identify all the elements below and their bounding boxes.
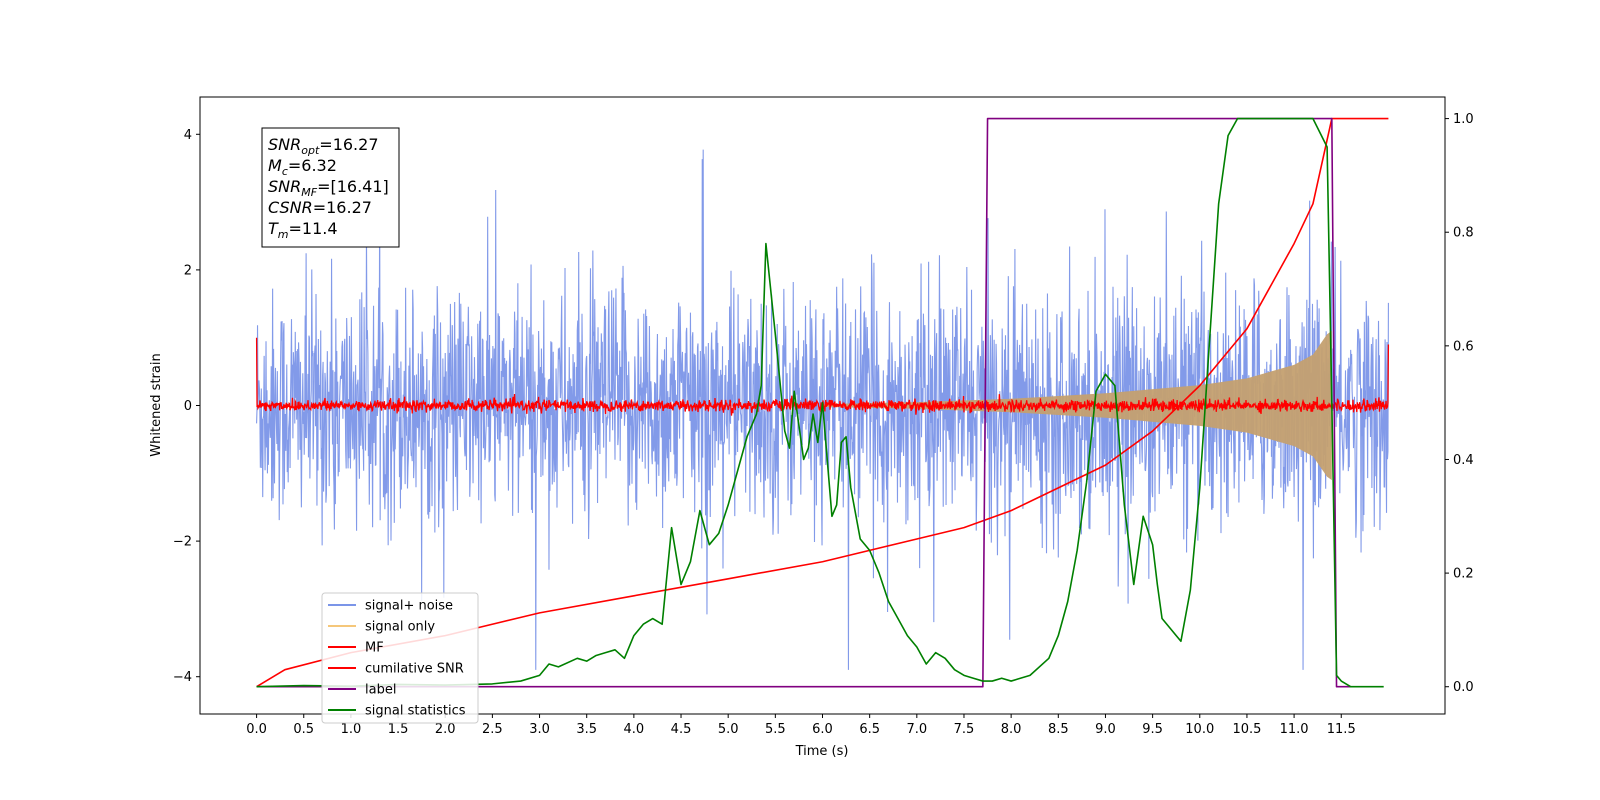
annotation-value: =[16.41]	[317, 177, 389, 196]
y-tick-label-right: 1.0	[1453, 112, 1474, 127]
x-tick-label: 10.5	[1232, 722, 1261, 737]
annotation-value: =11.4	[289, 219, 338, 238]
x-tick-label: 11.0	[1280, 722, 1309, 737]
y-tick-label-left: −2	[173, 535, 192, 550]
annotation-line: SNRopt=16.27	[268, 135, 379, 157]
legend-entry-label: label	[365, 683, 396, 698]
x-tick-label: 7.5	[954, 722, 975, 737]
legend-entry-label: signal only	[365, 620, 435, 635]
x-tick-label: 11.5	[1327, 722, 1356, 737]
series-signal-statistics	[256, 117, 1384, 688]
y-tick-label-right: 0.0	[1453, 680, 1474, 695]
annotation-subscript: c	[282, 165, 288, 178]
x-tick-label: 7.0	[906, 722, 927, 737]
annotation-subscript: MF	[301, 186, 317, 199]
x-tick-label: 1.5	[388, 722, 409, 737]
annotation-line: Tm=11.4	[268, 219, 338, 241]
legend-entry-label: signal+ noise	[365, 599, 453, 614]
legend-entry-label: MF	[365, 641, 384, 656]
x-tick-label: 8.0	[1001, 722, 1022, 737]
legend-entry-label: cumilative SNR	[365, 662, 464, 677]
annotation-symbol: CSNR	[268, 198, 313, 217]
annotation-subscript: opt	[301, 144, 320, 157]
y-tick-label-right: 0.4	[1453, 453, 1474, 468]
annotation-line: CSNR=16.27	[268, 198, 372, 217]
annotation-line: Mc=6.32	[268, 156, 337, 178]
annotation-value: =6.32	[288, 156, 337, 175]
y-tick-label-left: −4	[173, 670, 192, 685]
x-tick-label: 1.0	[341, 722, 362, 737]
x-tick-label: 2.5	[482, 722, 503, 737]
y-tick-label-right: 0.6	[1453, 339, 1474, 354]
x-tick-label: 8.5	[1048, 722, 1069, 737]
x-axis-label: Time (s)	[795, 744, 849, 759]
y-tick-label-left: 4	[184, 128, 192, 143]
x-tick-label: 3.5	[576, 722, 597, 737]
y-tick-label-left: 0	[184, 399, 192, 414]
annotation-symbol: M	[268, 156, 282, 175]
stats-annotation-box: SNRopt=16.27Mc=6.32SNRMF=[16.41]CSNR=16.…	[261, 127, 400, 248]
x-tick-label: 0.0	[246, 722, 267, 737]
axes: 0.0 0.5 1.0 1.5 2.0 2.5 3.0 3.5 4.0 4.5 5.0 5.5 6.0 6…	[173, 112, 1474, 737]
x-tick-label: 4.5	[671, 722, 692, 737]
annotation-line: SNRMF=[16.41]	[268, 177, 389, 199]
legend: signal+ noise signal only MF cumilative SNR…	[321, 592, 479, 724]
y-tick-label-right: 0.2	[1453, 567, 1474, 582]
legend-entry-label: signal statistics	[365, 704, 466, 719]
y-tick-label-left: 2	[184, 263, 192, 278]
x-tick-label: 4.0	[624, 722, 645, 737]
x-tick-label: 9.0	[1095, 722, 1116, 737]
y-axis-label: Whitened strain	[149, 353, 164, 456]
x-tick-label: 9.5	[1142, 722, 1163, 737]
annotation-subscript: m	[278, 228, 289, 241]
y-tick-label-right: 0.8	[1453, 226, 1474, 241]
annotation-symbol: T	[268, 219, 279, 238]
annotation-frame	[261, 127, 400, 248]
x-tick-label: 10.0	[1185, 722, 1214, 737]
series-signal-plus-noise	[256, 149, 1389, 670]
x-tick-label: 6.5	[859, 722, 880, 737]
annotation-symbol: SNR	[268, 135, 301, 154]
x-tick-label: 0.5	[293, 722, 314, 737]
annotation-symbol: SNR	[268, 177, 301, 196]
annotation-value: =16.27	[319, 135, 378, 154]
x-tick-label: 2.0	[435, 722, 456, 737]
legend-frame	[321, 592, 479, 724]
series-label	[256, 117, 1351, 688]
x-tick-label: 5.5	[765, 722, 786, 737]
x-tick-label: 3.0	[529, 722, 550, 737]
annotation-value: =16.27	[313, 198, 372, 217]
x-tick-label: 6.0	[812, 722, 833, 737]
x-tick-label: 5.0	[718, 722, 739, 737]
